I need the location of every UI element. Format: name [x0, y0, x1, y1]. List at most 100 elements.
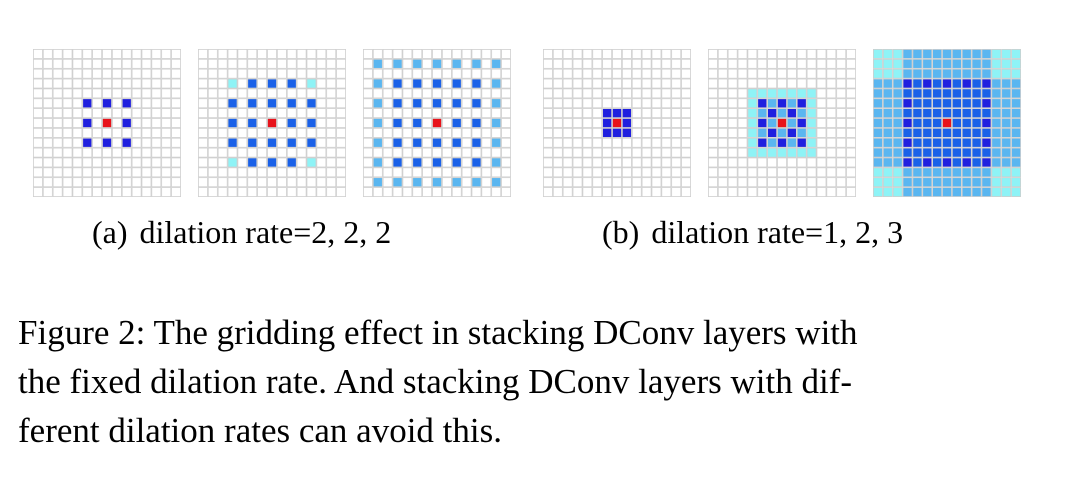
grid-cell: [306, 58, 317, 69]
receptive-cell: [286, 137, 297, 148]
grid-cell: [816, 108, 827, 119]
grid-cell: [621, 49, 632, 59]
grid-cell: [481, 118, 492, 128]
grid-cell: [552, 78, 563, 89]
grid-cell: [582, 118, 593, 128]
grid-cell: [641, 108, 652, 119]
grid-cell: [737, 98, 748, 109]
grid-cell: [227, 177, 238, 188]
grid-cell: [826, 49, 837, 59]
grid-cell: [382, 187, 393, 197]
receptive-cell: [951, 58, 962, 69]
receptive-cell: [451, 177, 462, 188]
grid-cell: [82, 157, 93, 168]
grid-cell: [826, 88, 837, 99]
grid-cell: [461, 127, 472, 138]
grid-cell: [481, 78, 492, 89]
grid-cell: [161, 78, 172, 89]
grid-cell: [422, 49, 433, 59]
receptive-cell: [873, 187, 883, 197]
grid-cell: [363, 58, 373, 69]
grid-cell: [92, 78, 103, 89]
grid-cell: [422, 137, 433, 148]
grid-cell: [82, 127, 93, 138]
grid-cell: [92, 187, 103, 197]
grid-cell: [131, 137, 142, 148]
grid-cell: [737, 137, 748, 148]
receptive-cell: [747, 88, 758, 99]
grid-cell: [336, 167, 346, 178]
receptive-cell: [1001, 98, 1012, 109]
grid-cell: [72, 177, 83, 188]
receptive-cell: [882, 78, 893, 89]
grid-cell: [461, 78, 472, 89]
grid-cell: [207, 177, 218, 188]
grid-cell: [237, 68, 248, 79]
grid-cell: [296, 177, 307, 188]
grid-cell: [747, 58, 758, 69]
grid-cell: [543, 118, 553, 128]
grid-cell: [171, 118, 181, 128]
grid-cell: [501, 118, 511, 128]
receptive-cell: [451, 118, 462, 128]
grid-cell: [846, 177, 856, 188]
grid-cell: [52, 58, 63, 69]
grid-cell: [757, 157, 768, 168]
receptive-cell: [1001, 88, 1012, 99]
grid-cell: [612, 78, 622, 89]
grid-cell: [737, 68, 748, 79]
grid-cell: [641, 58, 652, 69]
figure-caption: Figure 2: The gridding effect in stackin…: [18, 308, 1078, 455]
subcaption-a-text: dilation rate=2, 2, 2: [139, 214, 392, 250]
grid-cell: [276, 147, 287, 158]
grid-cell: [737, 88, 748, 99]
receptive-cell: [932, 177, 943, 188]
grid-cell: [582, 127, 593, 138]
grid-cell: [432, 147, 442, 158]
grid-cell: [846, 58, 856, 69]
grid-cell: [121, 167, 132, 178]
grid-cell: [363, 187, 373, 197]
grid-cell: [806, 177, 817, 188]
grid-cell: [82, 88, 93, 99]
grid-cell: [326, 58, 337, 69]
grid-cell: [582, 147, 593, 158]
receptive-cell: [451, 78, 462, 89]
grid-cell: [161, 98, 172, 109]
grid-cell: [316, 68, 327, 79]
grid-cell: [121, 127, 132, 138]
grid-cell: [552, 49, 563, 59]
receptive-cell: [1011, 108, 1021, 119]
grid-cell: [612, 88, 622, 99]
receptive-cell: [882, 177, 893, 188]
receptive-cell: [892, 88, 903, 99]
grid-cell: [543, 98, 553, 109]
grid-cell: [641, 78, 652, 89]
grid-cell: [441, 78, 452, 89]
grid-cell: [602, 157, 613, 168]
grid-cell: [422, 98, 433, 109]
grid-cell: [441, 167, 452, 178]
grid-cell: [257, 108, 268, 119]
grid-cell: [441, 157, 452, 168]
grid-cell: [227, 68, 238, 79]
grid-cell: [441, 137, 452, 148]
receptive-cell: [777, 98, 787, 109]
receptive-cell: [882, 127, 893, 138]
receptive-cell: [912, 147, 923, 158]
grid-cell: [708, 98, 718, 109]
grid-cell: [382, 177, 393, 188]
grid-cell: [441, 49, 452, 59]
grid-cell: [247, 68, 258, 79]
grid-cell: [582, 108, 593, 119]
grid-cell: [461, 108, 472, 119]
grid-cell: [33, 167, 43, 178]
grid-cell: [141, 187, 152, 197]
grid-cell: [227, 58, 238, 69]
grid-cell: [52, 177, 63, 188]
receptive-cell: [432, 177, 442, 188]
receptive-cell: [102, 137, 112, 148]
grid-cell: [422, 68, 433, 79]
grid-cell: [681, 127, 691, 138]
receptive-cell: [971, 147, 982, 158]
